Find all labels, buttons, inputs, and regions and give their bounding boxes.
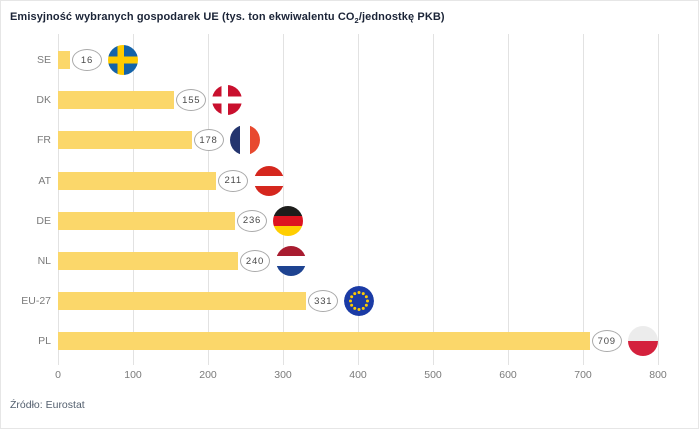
chart-title-suffix: /jednostkę PKB) — [358, 11, 445, 23]
source-note: Źródło: Eurostat — [10, 399, 85, 411]
bar-DK — [58, 91, 175, 110]
row-label-AT: AT — [38, 174, 51, 187]
netherlands-flag-icon — [276, 246, 306, 276]
gridline-300 — [282, 34, 284, 365]
x-tick-label-800: 800 — [649, 369, 667, 381]
x-tick-label-700: 700 — [574, 369, 592, 381]
x-tick-label-600: 600 — [499, 369, 517, 381]
row-label-DK: DK — [36, 94, 51, 107]
value-label-FR: 178 — [193, 129, 224, 152]
germany-flag-icon — [273, 205, 303, 236]
gridline-800 — [657, 34, 659, 365]
value-label-EU-27: 331 — [308, 290, 339, 313]
france-flag-icon — [229, 125, 260, 156]
chart-title-text: Emisyjność wybranych gospodarek UE (tys.… — [10, 11, 355, 23]
bar-EU-27 — [58, 292, 307, 311]
austria-flag-icon — [254, 165, 285, 196]
row-label-EU-27: EU-27 — [21, 295, 51, 308]
value-label-PL: 709 — [591, 330, 622, 353]
row-label-SE: SE — [36, 54, 51, 66]
x-tick-label-200: 200 — [199, 369, 217, 381]
bar-SE — [58, 51, 70, 69]
gridline-600 — [507, 34, 509, 365]
row-label-FR: FR — [37, 134, 51, 147]
co2-subscript: 2 — [354, 16, 359, 26]
gridline-400 — [357, 34, 359, 365]
value-label-NL: 240 — [240, 250, 270, 272]
gridline-0 — [57, 34, 59, 365]
chart-title: Emisyjność wybranych gospodarek UE (tys.… — [10, 11, 445, 25]
bar-PL — [58, 332, 590, 351]
gridline-700 — [582, 34, 584, 365]
row-label-PL: PL — [38, 335, 51, 348]
eu-flag-icon — [344, 286, 375, 317]
gridline-200 — [207, 34, 209, 365]
bar-AT — [58, 171, 217, 190]
x-tick-label-500: 500 — [424, 369, 442, 381]
x-tick-label-400: 400 — [349, 369, 367, 381]
value-label-SE: 16 — [72, 49, 102, 71]
bar-DE — [58, 211, 235, 230]
sweden-flag-icon — [108, 45, 138, 75]
x-tick-label-100: 100 — [124, 369, 142, 381]
value-label-DK: 155 — [176, 89, 207, 112]
poland-flag-icon — [627, 326, 658, 357]
denmark-flag-icon — [212, 85, 243, 116]
row-label-NL: NL — [37, 255, 51, 267]
value-label-AT: 211 — [218, 169, 249, 192]
value-label-DE: 236 — [237, 209, 267, 232]
x-tick-label-0: 0 — [55, 369, 61, 381]
bar-NL — [58, 252, 238, 270]
row-label-DE: DE — [36, 214, 51, 227]
gridline-100 — [132, 34, 134, 365]
gridline-500 — [432, 34, 434, 365]
bar-FR — [58, 131, 192, 150]
x-tick-label-300: 300 — [274, 369, 292, 381]
